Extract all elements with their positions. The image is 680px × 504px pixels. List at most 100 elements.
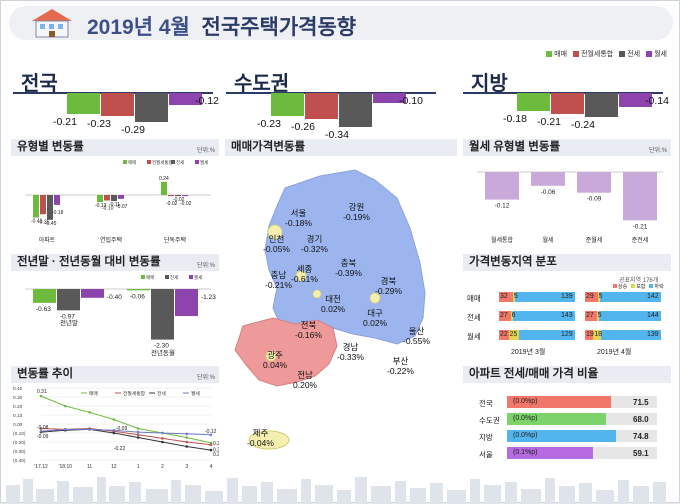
type-value: -0.07 (116, 204, 128, 210)
distribution-flat-bar (597, 292, 600, 302)
type-value: -0.45 (45, 221, 57, 227)
ratio-fill (507, 447, 593, 459)
trend-point (185, 436, 189, 439)
distribution-legend-item: 보합 (631, 283, 645, 290)
region-bar (517, 93, 550, 111)
distribution-flat-value: 25 (509, 331, 518, 338)
x-tick: 2 (161, 464, 164, 470)
legend-label: 보합 (636, 284, 646, 290)
legend-label: 월세 (200, 159, 208, 166)
type-value: -0.02 (180, 201, 192, 207)
distribution-month: 2019년 3월 (511, 349, 546, 356)
wolse-category: 준월세 (586, 236, 603, 244)
legend-swatch (195, 160, 199, 164)
distribution-row-label: 매매 (467, 294, 481, 303)
distribution-up-bar (499, 292, 513, 302)
region-bar (67, 93, 100, 114)
map-region-name: 부산 (392, 356, 409, 366)
type-change-title: 유형별 변동률 (11, 139, 219, 156)
map-title: 매매가격변동률 (225, 139, 457, 156)
type-value: -0.18 (52, 210, 64, 216)
region-baseline (226, 92, 436, 94)
trend-point (161, 440, 164, 444)
trend-point (136, 436, 140, 439)
yoy-bar (57, 289, 80, 311)
trend-point (209, 441, 213, 445)
map-region-label: 울산 -0.55% (403, 326, 430, 346)
header-banner: 2019년 4월 전국주택가격동향 (9, 6, 673, 40)
trend-unit: 단위:% (197, 375, 216, 381)
map-region-label: 대전 0.02% (321, 294, 345, 314)
region-value: -0.29 (121, 124, 145, 136)
x-tick: 12 (111, 464, 117, 470)
trend-point (63, 428, 67, 431)
trend-point (39, 429, 43, 433)
map-daejeon (312, 289, 322, 299)
map-region-name: 세종 (296, 264, 313, 274)
legend-label: 전세 (170, 274, 178, 281)
type-bar (54, 195, 60, 205)
region-baseline (13, 92, 213, 94)
type-bar (161, 181, 167, 195)
y-tick: 0.10 (13, 413, 23, 419)
distribution-down-value: 139 (561, 293, 573, 300)
map-region-name: 광주 (267, 350, 283, 360)
region-value: -0.24 (571, 119, 595, 131)
region-bar (339, 93, 372, 127)
type-value: -0.02 (173, 197, 185, 203)
region-bar (373, 93, 406, 103)
map-region-value: -0.05% (263, 244, 290, 254)
distribution-flat-value: 5 (597, 312, 602, 319)
distribution-up-bar (585, 330, 594, 340)
ratio-value: 71.5 (633, 398, 649, 407)
map-region-label: 서울 -0.18% (285, 208, 312, 228)
map-region-name: 제주 (252, 428, 269, 438)
trend-point (112, 431, 116, 435)
ratio-fill (507, 396, 611, 408)
distribution-row-label: 월세 (467, 332, 481, 341)
yoy-value: -2.30 (154, 343, 169, 350)
region-bar (305, 93, 338, 119)
map-region-name: 충북 (340, 258, 357, 268)
legend-label: 하락 (654, 284, 664, 290)
trend-point (136, 427, 140, 430)
trend-point (39, 394, 43, 398)
distribution-down-bar (513, 311, 575, 321)
page-title: 2019년 4월 전국주택가격동향 (87, 16, 357, 39)
wolse-value: -0.21 (633, 223, 648, 230)
map-region-label: 충남 -0.21% (265, 270, 292, 290)
trend-annotation: -0.09 (37, 434, 49, 440)
city-skyline (6, 477, 666, 504)
legend-label: 전월세통합 (152, 159, 173, 166)
map-region-label: 전남 0.20% (293, 370, 317, 390)
y-tick: (0.30) (13, 449, 26, 455)
distribution-down-bar (599, 292, 661, 302)
map-region-label: 제주 -0.04% (247, 428, 274, 448)
map-jeju (248, 430, 290, 450)
type-category: 단독주택 (164, 236, 186, 244)
region-value: -0.26 (291, 121, 315, 133)
type-bar (97, 195, 103, 203)
map-southwest (234, 317, 338, 387)
map-region-label: 경남 -0.33% (337, 342, 364, 362)
ratio-change: (0.0%p) (513, 415, 538, 422)
type-bar (175, 195, 181, 197)
distribution-flat-value: 6 (511, 312, 516, 319)
region-value: -0.23 (257, 118, 281, 130)
wolse-type-title: 월세 유형별 변동률 (463, 139, 671, 156)
trend-point (63, 404, 67, 408)
trend-annotation: 0.21 (213, 441, 219, 447)
legend-label: 월세 (191, 390, 200, 397)
distribution-down-bar (519, 330, 575, 340)
type-bar (118, 195, 124, 199)
wolse-bar (577, 172, 611, 193)
region-bar (619, 93, 652, 107)
distribution-flat-bar (508, 330, 520, 340)
map-region-value: -0.32% (301, 244, 328, 254)
distribution-flat-bar (512, 292, 515, 302)
wolse-value: -0.06 (541, 189, 556, 196)
y-tick: (0.20) (13, 440, 26, 446)
type-bar (168, 195, 174, 197)
distribution-up-value: 27 (500, 312, 508, 319)
